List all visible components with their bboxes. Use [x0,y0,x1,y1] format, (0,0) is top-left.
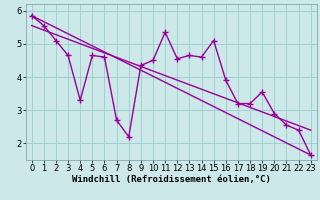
X-axis label: Windchill (Refroidissement éolien,°C): Windchill (Refroidissement éolien,°C) [72,175,271,184]
